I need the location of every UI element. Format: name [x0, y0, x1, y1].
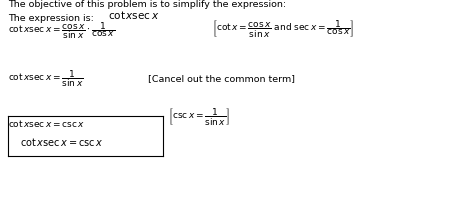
- Text: $\cot x\sec x=\dfrac{1}{\sin x}$: $\cot x\sec x=\dfrac{1}{\sin x}$: [8, 68, 83, 89]
- Text: $\left[\cot x=\dfrac{\cos x}{\sin x}\text{ and }\sec x=\dfrac{1}{\cos x}\right]$: $\left[\cot x=\dfrac{\cos x}{\sin x}\tex…: [212, 18, 354, 39]
- Text: $\cot x\sec x=\dfrac{\cos x}{\sin x}\cdot\dfrac{1}{\cos x}$: $\cot x\sec x=\dfrac{\cos x}{\sin x}\cdo…: [8, 20, 115, 41]
- Text: $\cot x\sec x=\csc x$: $\cot x\sec x=\csc x$: [8, 118, 85, 129]
- Text: $\left[\csc x=\dfrac{1}{\sin x}\right]$: $\left[\csc x=\dfrac{1}{\sin x}\right]$: [168, 106, 230, 127]
- Text: $\cot x\sec x=\csc x$: $\cot x\sec x=\csc x$: [20, 136, 104, 148]
- Text: [Cancel out the common term]: [Cancel out the common term]: [148, 74, 295, 83]
- Text: The objective of this problem is to simplify the expression:: The objective of this problem is to simp…: [8, 0, 286, 9]
- Text: The expression is:: The expression is:: [8, 14, 94, 23]
- Text: $\cot x\sec x$: $\cot x\sec x$: [108, 9, 159, 21]
